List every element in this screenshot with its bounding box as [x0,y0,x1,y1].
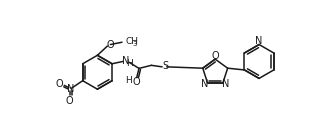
Text: O: O [56,79,63,89]
Text: N: N [222,79,230,89]
Text: O: O [133,77,140,87]
Text: H: H [126,59,133,68]
Text: 3: 3 [132,41,137,47]
Text: N: N [201,79,208,89]
Text: S: S [162,61,168,71]
Text: O: O [107,40,114,50]
Text: O: O [212,51,219,61]
Text: N: N [67,84,74,94]
Text: N: N [122,56,130,66]
Text: O: O [66,96,73,106]
Text: CH: CH [126,37,139,46]
Text: H: H [125,76,132,85]
Text: N: N [255,36,263,46]
